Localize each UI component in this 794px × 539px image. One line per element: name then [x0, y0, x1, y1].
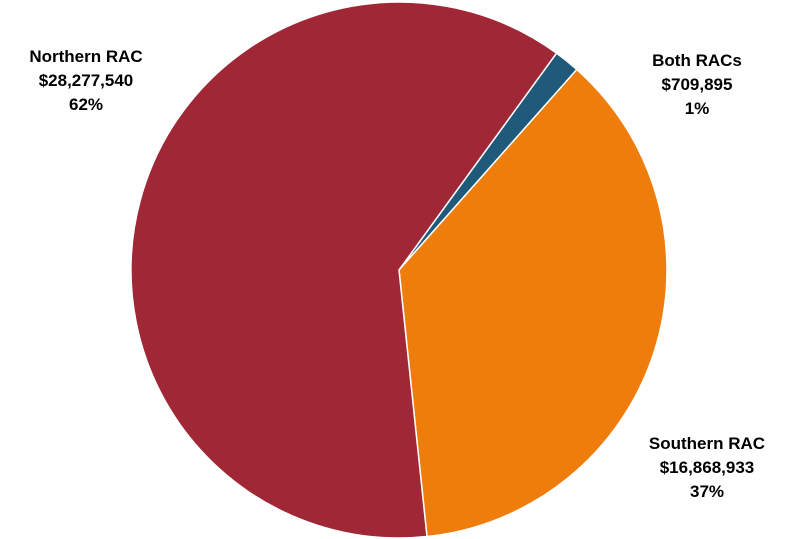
- pie-slice-northern-rac: [130, 1, 558, 539]
- label-southern-rac: Southern RAC $16,868,933 37%: [622, 432, 792, 504]
- slice-value-label: $709,895: [661, 75, 733, 94]
- slice-percent-label: 37%: [689, 482, 725, 501]
- label-both-racs: Both RACs $709,895 1%: [622, 49, 772, 121]
- slice-name-label: Both RACs: [652, 51, 742, 70]
- label-northern-rac: Northern RAC $28,277,540 62%: [0, 45, 172, 117]
- slice-value-label: $16,868,933: [659, 458, 755, 477]
- slice-percent-label: 62%: [68, 95, 104, 114]
- pie-slice-southern-rac: [398, 68, 668, 538]
- slice-value-label: $28,277,540: [38, 71, 134, 90]
- slice-name-label: Southern RAC: [648, 434, 766, 453]
- slice-name-label: Northern RAC: [29, 47, 143, 66]
- slice-percent-label: 1%: [684, 99, 710, 118]
